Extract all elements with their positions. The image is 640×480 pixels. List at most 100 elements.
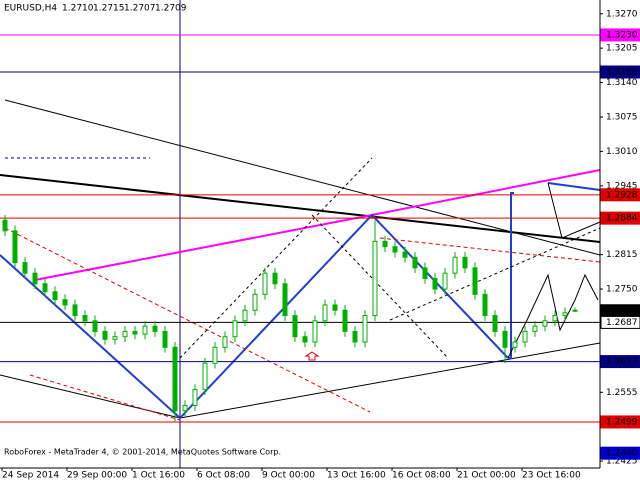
price-tag-label: 1.3160 [606, 68, 638, 78]
candle-body [132, 330, 138, 335]
x-tick-label: 9 Oct 00:00 [262, 471, 315, 480]
candle-body [212, 346, 218, 364]
price-tag-label: 1.2709 [606, 306, 638, 316]
y-tick-label: 1.2945 [606, 181, 638, 191]
candle-body [192, 389, 198, 407]
candle-body [502, 330, 508, 348]
candle-body [162, 330, 168, 348]
candle-body [302, 336, 308, 343]
down-arrow [304, 351, 320, 361]
trend-line [4, 99, 601, 256]
price-tag-label: 1.2613 [606, 357, 638, 367]
candle-body [22, 262, 28, 274]
price-tag [600, 188, 640, 202]
x-tick-label: 1 Oct 16:00 [132, 471, 185, 480]
candle-body [52, 291, 58, 301]
candle-body [402, 251, 408, 258]
candle-body [262, 272, 268, 295]
ohlc-high: 1.2715 [93, 4, 125, 14]
candle-body [322, 304, 328, 322]
dashed-channel [4, 227, 371, 413]
candle-body [362, 315, 368, 343]
dashed-channel [379, 237, 601, 263]
dashed-channel [179, 157, 373, 359]
candle-body [282, 283, 288, 317]
candle-body [32, 272, 38, 285]
candle-body [2, 219, 8, 232]
candle-body [292, 315, 298, 338]
candle-body [92, 320, 98, 332]
candle-body [442, 272, 448, 290]
x-tick-label: 24 Sep 2014 [2, 471, 59, 480]
dashed-channel [29, 374, 181, 421]
dashed-channel [389, 227, 601, 321]
y-tick-label: 1.3010 [606, 147, 638, 157]
candle-body [552, 315, 558, 322]
wave-line [508, 192, 514, 359]
y-tick-label: 1.2425 [606, 457, 638, 467]
candle-body [102, 330, 108, 340]
candle-body [412, 256, 418, 269]
price-tag-label: 1.2499 [606, 417, 638, 427]
copyright: RoboForex - MetaTrader 4, © 2001-2014, M… [4, 448, 281, 457]
wave-line [547, 182, 601, 191]
candle-body [272, 272, 278, 285]
data-layer [0, 34, 600, 423]
candle-body [572, 309, 578, 312]
trend-line [0, 174, 601, 243]
candle-body [332, 304, 338, 311]
candle-body [432, 277, 438, 290]
price-tag-label: 1.2687 [606, 318, 638, 328]
wave-line [0, 213, 509, 420]
price-tag-label: 1.2928 [606, 190, 638, 200]
chart-symbol: EURUSD,H4 [4, 4, 57, 14]
candle-body [112, 336, 118, 340]
projection-line [507, 273, 599, 359]
candle-body [82, 315, 88, 322]
candle-body [372, 240, 378, 317]
price-tag [600, 446, 640, 460]
y-tick-label: 1.2750 [606, 285, 638, 295]
projection-line [547, 182, 601, 239]
candle-body [152, 325, 158, 332]
dashed-channel [311, 214, 449, 359]
price-tag-label: 1.3230 [606, 30, 638, 40]
price-tag [600, 415, 640, 429]
candle-body [472, 267, 478, 295]
candle-body [542, 320, 548, 327]
candle-body [422, 267, 428, 279]
price-tag [600, 355, 640, 369]
candle-body [232, 320, 238, 338]
candle-body [522, 330, 528, 343]
candle-body [392, 246, 398, 253]
x-tick-label: 23 Oct 16:00 [522, 471, 581, 480]
candle-body [122, 330, 128, 338]
y-tick-label: 1.3075 [606, 113, 638, 123]
candle-body [252, 293, 258, 311]
candle-body [482, 293, 488, 317]
candle-body [452, 256, 458, 274]
y-tick-label: 1.2555 [606, 388, 638, 398]
price-tag [600, 28, 640, 42]
candle-body [462, 256, 468, 269]
candle-body [42, 283, 48, 293]
channel-line [0, 374, 181, 419]
candle-body [12, 230, 18, 264]
candle-body [72, 304, 78, 317]
candle-body [172, 346, 178, 412]
channel-line [179, 342, 601, 419]
y-tick-label: 1.2815 [606, 250, 638, 260]
candle-body [182, 405, 188, 412]
x-tick-label: 21 Oct 00:00 [457, 471, 516, 480]
y-tick-label: 1.3140 [606, 78, 638, 88]
candle-body [202, 362, 208, 391]
candle-body [312, 320, 318, 343]
candle-body [342, 309, 348, 332]
price-tag [600, 65, 640, 79]
price-tag [600, 315, 640, 329]
candle-body [512, 341, 518, 348]
candle-body [352, 330, 358, 343]
x-tick-label: 16 Oct 08:00 [392, 471, 451, 480]
y-tick-label: 1.3270 [606, 9, 638, 19]
